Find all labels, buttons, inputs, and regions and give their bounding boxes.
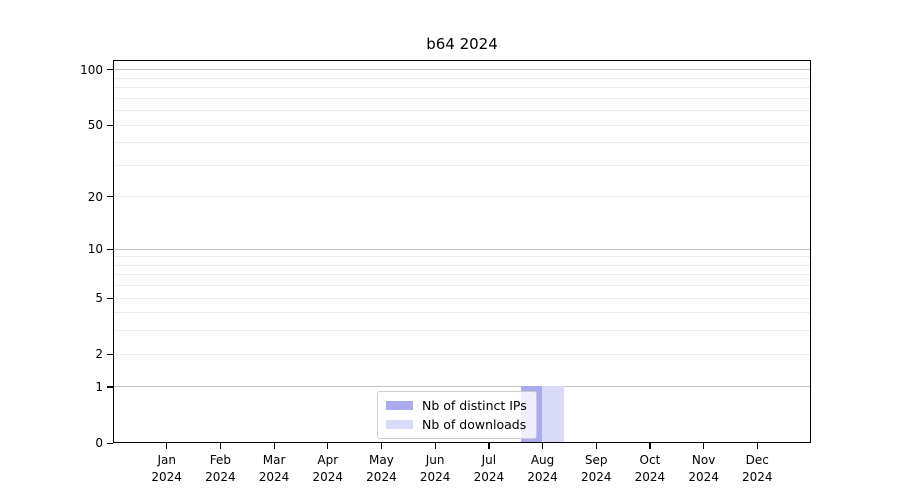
legend-label-distinct-ips: Nb of distinct IPs — [422, 398, 527, 413]
x-axis-tick — [542, 443, 544, 449]
y-tick-label: 5 — [95, 291, 103, 306]
y-axis-tick — [107, 124, 113, 126]
x-tick-label: May 2024 — [366, 453, 397, 484]
legend-label-downloads: Nb of downloads — [422, 417, 527, 432]
x-tick-label: Jan 2024 — [151, 453, 182, 484]
y-tick-label: 50 — [87, 118, 103, 133]
plot-area — [113, 60, 811, 443]
chart-title: b64 2024 — [426, 35, 498, 53]
bar-downloads-aug-2024 — [542, 385, 564, 442]
minor-gridline — [114, 97, 810, 99]
x-axis-tick — [219, 443, 222, 449]
x-axis-tick — [434, 443, 436, 449]
minor-gridline — [114, 124, 810, 126]
minor-gridline — [114, 196, 810, 198]
minor-gridline — [114, 77, 810, 79]
minor-gridline — [114, 330, 810, 332]
y-axis-tick — [107, 297, 113, 299]
minor-gridline — [114, 256, 810, 258]
x-tick-label: Apr 2024 — [312, 453, 344, 484]
x-tick-label: Oct 2024 — [634, 453, 666, 484]
legend-item-downloads: Nb of downloads — [386, 417, 527, 432]
x-axis-tick — [327, 443, 329, 449]
minor-gridline — [114, 285, 810, 287]
minor-gridline — [114, 164, 810, 166]
x-tick-label: Jun 2024 — [419, 453, 451, 484]
y-axis-tick — [107, 353, 113, 355]
y-axis-tick — [107, 386, 113, 388]
y-tick-label: 10 — [87, 242, 103, 257]
minor-gridline — [114, 274, 810, 276]
y-axis-tick — [107, 69, 113, 71]
x-axis-tick — [380, 443, 383, 449]
distinct-ips-swatch — [386, 401, 413, 410]
major-gridline — [114, 386, 810, 388]
x-tick-label: Sep 2024 — [580, 453, 612, 484]
x-axis-tick — [703, 443, 705, 449]
x-tick-label: Dec 2024 — [742, 453, 773, 484]
y-tick-label: 0 — [95, 436, 103, 450]
minor-gridline — [114, 353, 810, 355]
x-tick-label: Jul 2024 — [473, 453, 505, 484]
x-axis-tick — [595, 443, 597, 449]
x-tick-label: Mar 2024 — [258, 453, 290, 484]
minor-gridline — [114, 312, 810, 314]
x-axis-tick — [166, 443, 168, 449]
minor-gridline — [114, 264, 810, 266]
y-axis-tick — [107, 196, 113, 198]
y-tick-label: 1 — [95, 379, 103, 394]
downloads-swatch — [386, 420, 413, 429]
y-tick-label: 20 — [87, 189, 103, 204]
x-axis-tick — [649, 443, 651, 449]
major-gridline — [114, 69, 810, 71]
minor-gridline — [114, 110, 810, 112]
minor-gridline — [114, 87, 810, 89]
x-axis-tick — [273, 443, 275, 449]
x-tick-label: Aug 2024 — [527, 453, 558, 484]
y-tick-label: 2 — [95, 347, 103, 362]
minor-gridline — [114, 297, 810, 299]
legend: Nb of distinct IPs Nb of downloads — [377, 391, 537, 439]
y-tick-label: 100 — [80, 62, 103, 77]
legend-item-distinct-ips: Nb of distinct IPs — [386, 398, 527, 413]
minor-gridline — [114, 142, 810, 144]
x-tick-label: Feb 2024 — [205, 453, 236, 484]
x-axis-tick — [756, 443, 758, 449]
y-axis-tick — [107, 248, 113, 250]
y-axis-tick — [107, 442, 113, 444]
x-axis-tick — [488, 443, 490, 449]
x-tick-label: Nov 2024 — [688, 453, 719, 484]
major-gridline — [114, 248, 810, 250]
